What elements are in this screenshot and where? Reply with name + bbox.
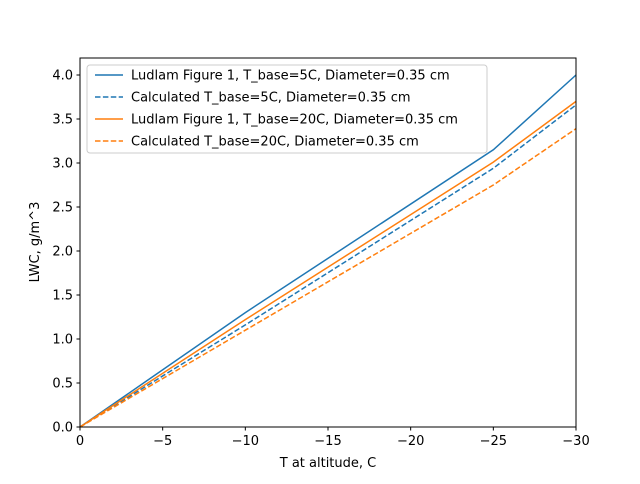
x-tick-label: 0 bbox=[76, 434, 84, 449]
legend-label-0: Ludlam Figure 1, T_base=5C, Diameter=0.3… bbox=[131, 69, 450, 84]
legend: Ludlam Figure 1, T_base=5C, Diameter=0.3… bbox=[86, 64, 488, 154]
legend-label-1: Calculated T_base=5C, Diameter=0.35 cm bbox=[131, 91, 411, 106]
y-tick-label: 3.5 bbox=[52, 113, 73, 128]
series-line-2 bbox=[79, 100, 577, 428]
legend-label-2: Ludlam Figure 1, T_base=20C, Diameter=0.… bbox=[131, 113, 458, 128]
x-tick-label: −30 bbox=[562, 434, 589, 449]
y-tick-label: 4.0 bbox=[52, 69, 73, 84]
x-tick-label: −15 bbox=[314, 434, 341, 449]
y-tick-label: 2.5 bbox=[52, 201, 73, 216]
y-tick-label: 1.0 bbox=[52, 333, 73, 348]
legend-label-3: Calculated T_base=20C, Diameter=0.35 cm bbox=[131, 135, 419, 150]
y-tick-label: 0.0 bbox=[52, 421, 73, 436]
series-line-3 bbox=[79, 128, 577, 428]
y-tick-label: 1.5 bbox=[52, 289, 73, 304]
x-axis-label: T at altitude, C bbox=[279, 456, 376, 471]
x-tick-label: −10 bbox=[232, 434, 259, 449]
y-axis-label: LWC, g/m^3 bbox=[28, 202, 43, 283]
x-tick-label: −20 bbox=[397, 434, 424, 449]
x-tick-label: −5 bbox=[153, 434, 172, 449]
x-tick-label: −25 bbox=[480, 434, 507, 449]
y-tick-label: 0.5 bbox=[52, 377, 73, 392]
series-line-1 bbox=[79, 104, 577, 428]
y-tick-label: 3.0 bbox=[52, 157, 73, 172]
series-line-0 bbox=[79, 74, 577, 428]
y-tick-label: 2.0 bbox=[52, 245, 73, 260]
